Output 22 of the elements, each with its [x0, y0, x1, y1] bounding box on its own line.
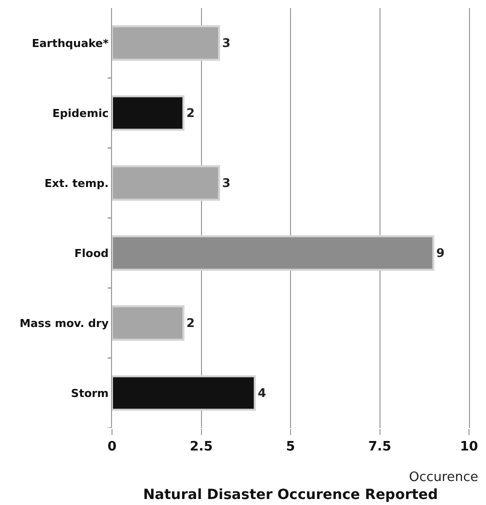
x-tick-label: 2.5: [190, 440, 213, 455]
x-tick-label: 5: [286, 440, 296, 455]
data-label: 2: [186, 106, 195, 120]
bar: [112, 375, 256, 411]
y-tick-label: Storm: [71, 386, 109, 400]
data-label: 2: [186, 316, 195, 330]
text: Natural Disaster Occurence Reported: [143, 486, 438, 503]
y-tick-label: Earthquake*: [32, 36, 109, 50]
data-label: 3: [222, 176, 230, 190]
data-label: 9: [436, 246, 445, 260]
data-label: 4: [258, 386, 266, 400]
x-axis-title: Occurence: [409, 470, 478, 485]
bar: [112, 235, 434, 271]
bar: [112, 95, 184, 131]
data-label: 3: [222, 36, 230, 50]
x-tick-label: 10: [460, 440, 478, 455]
y-tick-label: Epidemic: [52, 106, 109, 120]
x-tick-label: 0: [107, 440, 117, 455]
y-tick-label: Mass mov. dry: [20, 316, 109, 330]
y-tick-label: Ext. temp.: [44, 176, 109, 190]
y-tick-label: Flood: [74, 246, 109, 260]
x-tick-label: 7.5: [368, 440, 392, 455]
